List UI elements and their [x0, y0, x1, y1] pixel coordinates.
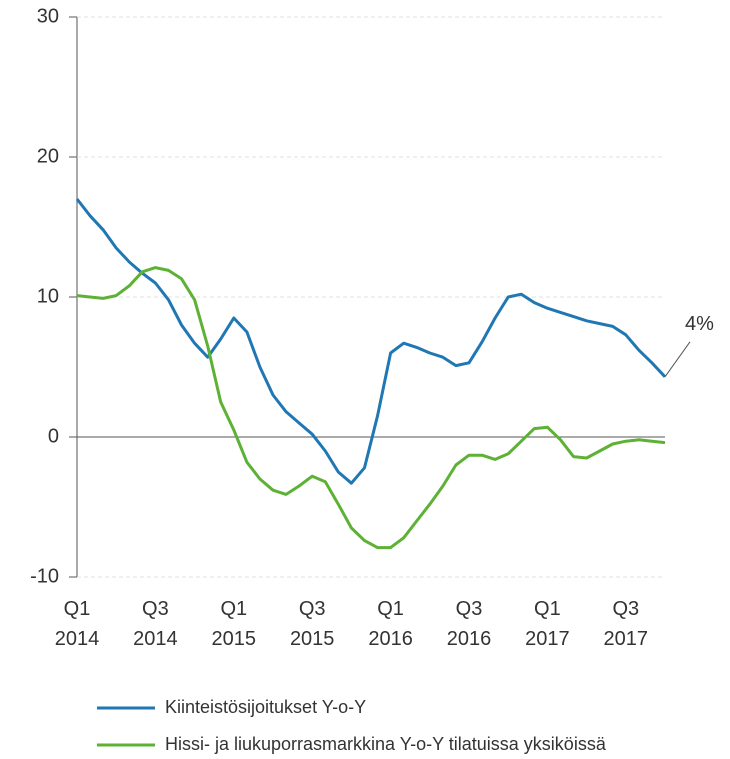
- x-tick-label: Q3 2017: [603, 598, 649, 650]
- y-tick-label: 20: [37, 145, 59, 167]
- x-tick-label: Q1 2015: [211, 598, 257, 650]
- y-tick-label: 30: [37, 5, 59, 27]
- annotation: 4%: [685, 313, 714, 335]
- x-tick-label: Q3 2016: [446, 598, 492, 650]
- series-line: [75, 198, 667, 485]
- legend-label: Hissi- ja liukuporrasmarkkina Y-o-Y tila…: [165, 734, 607, 754]
- series-line: [76, 266, 666, 550]
- x-tick-label: Q1 2017: [525, 598, 570, 650]
- y-tick-label: 0: [48, 425, 59, 447]
- x-tick-label: Q1 2016: [368, 598, 413, 650]
- annotation-leader: [664, 341, 691, 378]
- x-tick-label: Q3 2015: [289, 598, 335, 650]
- y-tick-label: 10: [37, 285, 59, 307]
- y-tick-label: -10: [30, 565, 59, 587]
- legend-label: Kiinteistösijoitukset Y-o-Y: [165, 697, 366, 717]
- x-tick-label: Q1 2014: [54, 598, 100, 650]
- x-tick-label: Q3 2014: [133, 598, 178, 650]
